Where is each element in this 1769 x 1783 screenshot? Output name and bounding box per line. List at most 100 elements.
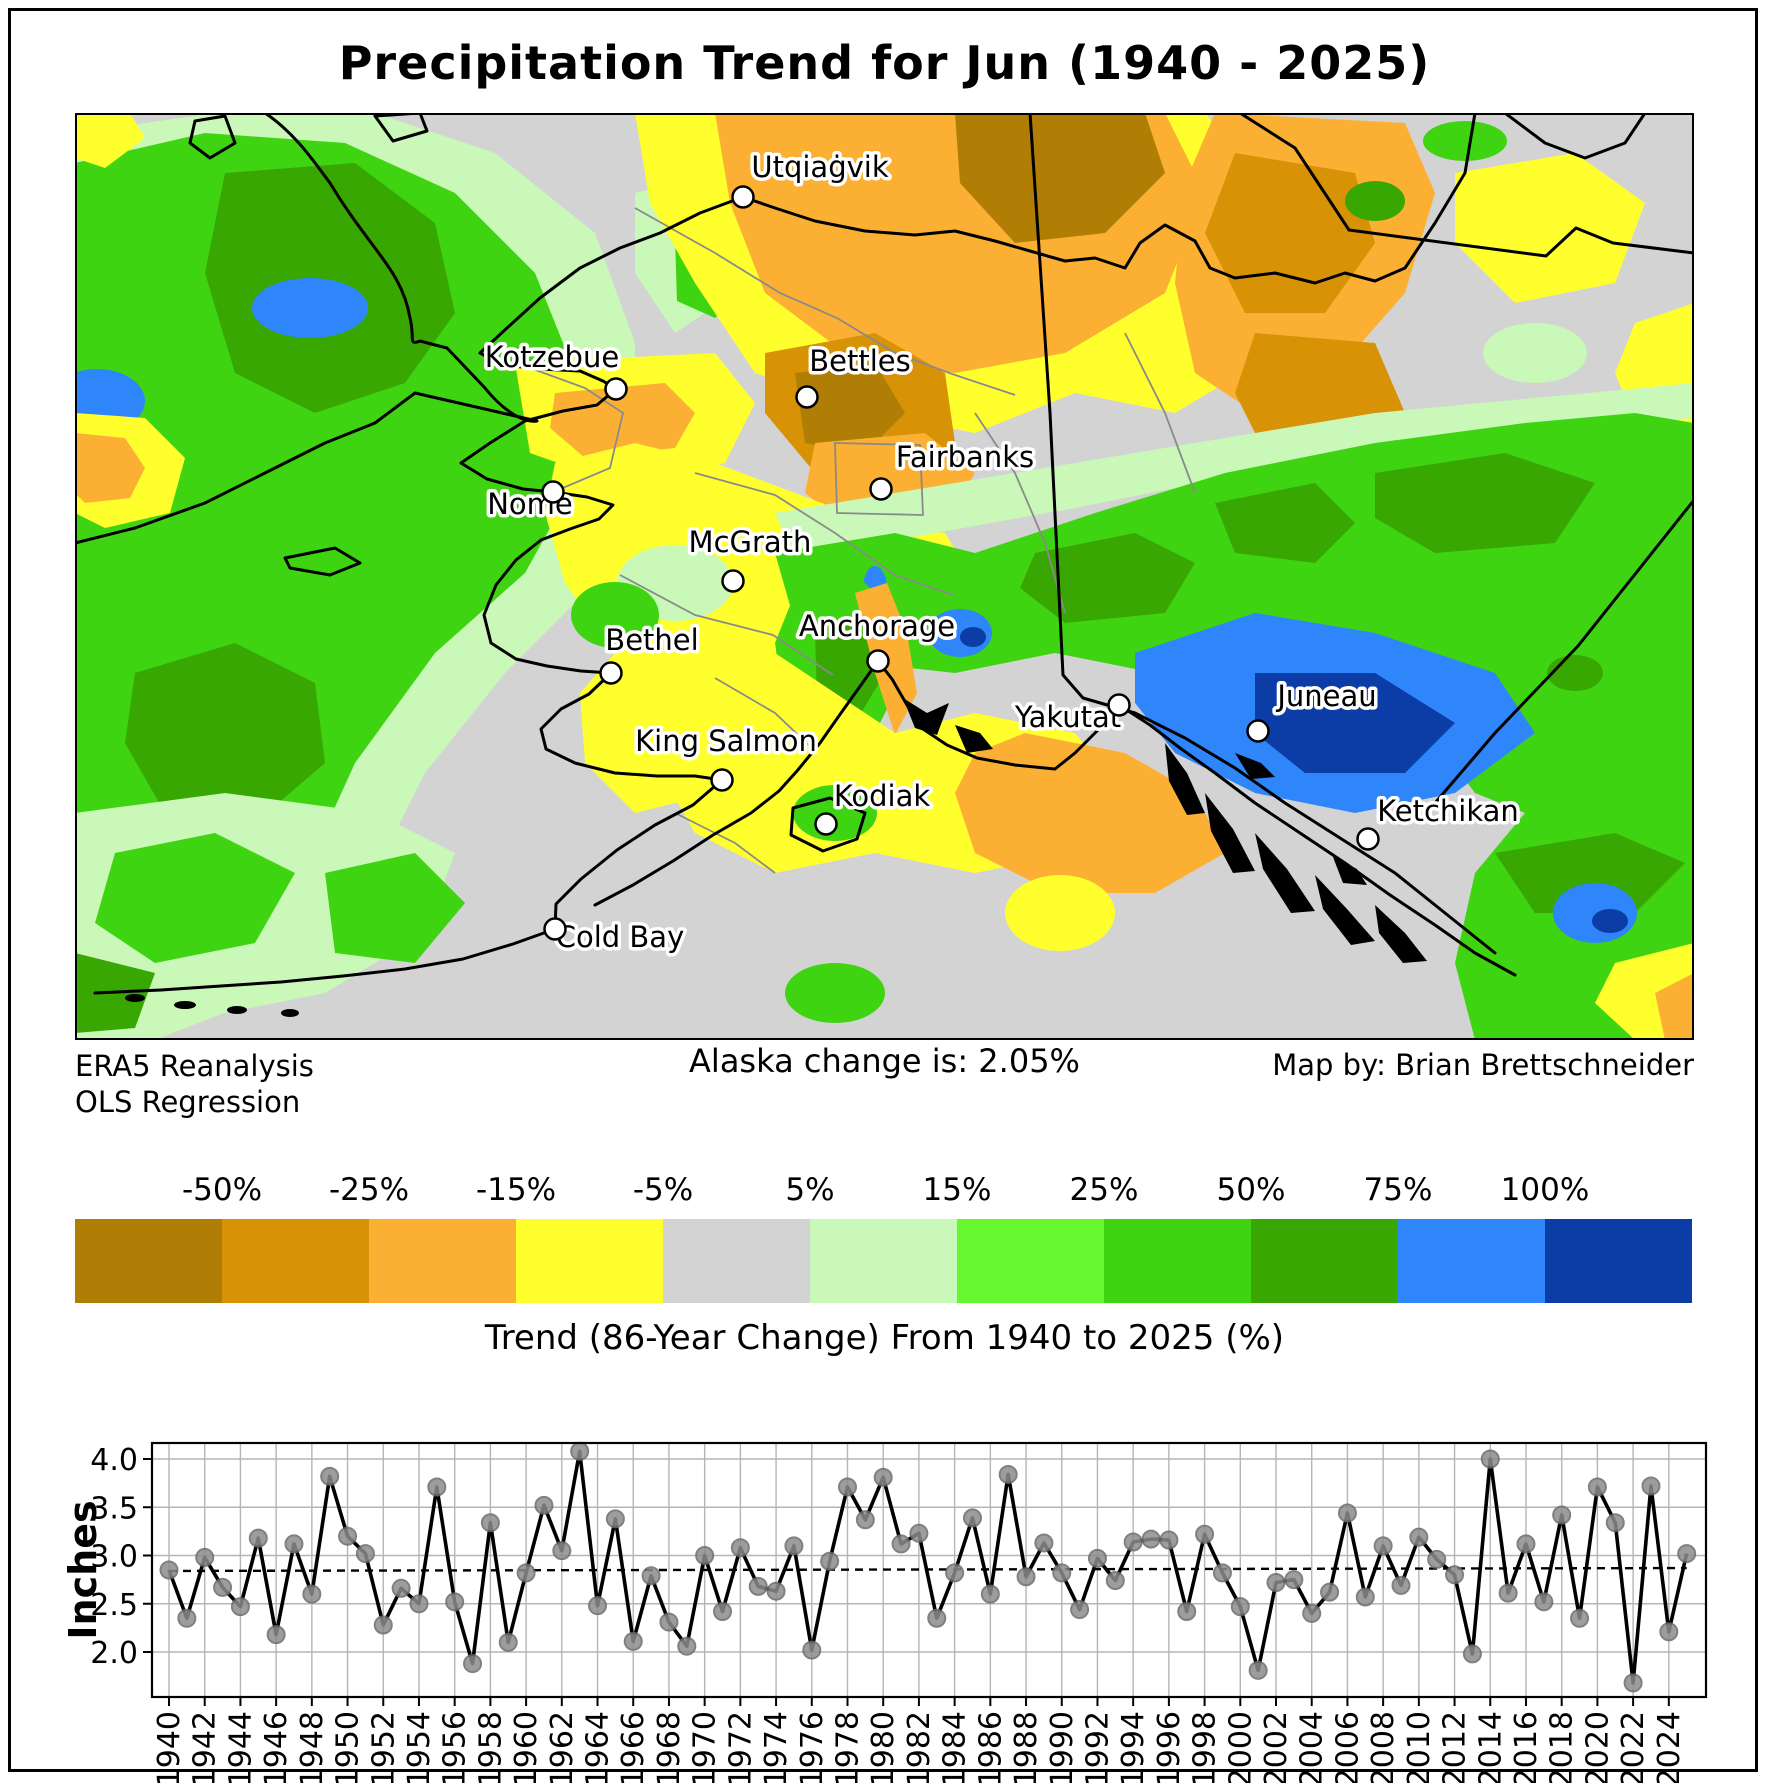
x-tick-label: 1942 (188, 1711, 223, 1783)
page-title: Precipitation Trend for Jun (1940 - 2025… (338, 36, 1431, 90)
city-marker (731, 185, 755, 209)
legend-color-block (1398, 1219, 1545, 1303)
x-tick-label: 1956 (438, 1711, 473, 1783)
data-point (498, 1632, 518, 1652)
data-point (1462, 1644, 1482, 1664)
legend-color-block (663, 1219, 810, 1303)
data-point (1337, 1503, 1357, 1523)
data-point (730, 1538, 750, 1558)
y-tick-label: 3.0 (90, 1540, 138, 1575)
y-tick-label: 3.5 (90, 1491, 138, 1526)
city-marker (541, 480, 565, 504)
x-tick-label: 2008 (1366, 1711, 1401, 1783)
data-point (445, 1592, 465, 1612)
legend-tick-label: 75% (1363, 1172, 1433, 1208)
city-label: Cold Bay (556, 920, 685, 954)
data-point (1355, 1587, 1375, 1607)
map-credit: Map by: Brian Brettschneider (1272, 1048, 1694, 1082)
city-marker (721, 569, 745, 593)
city-marker (869, 477, 893, 501)
legend-tick-label: -15% (475, 1172, 557, 1208)
data-source-line2: OLS Regression (75, 1085, 301, 1119)
city-marker (866, 649, 890, 673)
city-marker (543, 917, 567, 941)
data-point (1123, 1532, 1143, 1552)
legend-title: Trend (86-Year Change) From 1940 to 2025… (484, 1318, 1285, 1358)
x-tick-label: 1988 (1009, 1711, 1044, 1783)
legend-tick-label: -25% (328, 1172, 410, 1208)
data-point (1391, 1575, 1411, 1595)
map-city: McGrath (685, 522, 815, 593)
data-point (1266, 1573, 1286, 1593)
x-tick-label: 1950 (331, 1711, 366, 1783)
data-point (873, 1467, 893, 1487)
data-point (1052, 1563, 1072, 1583)
data-point (195, 1547, 215, 1567)
y-tick-labels: 2.0 2.5 3.0 3.5 4.0 (90, 1443, 138, 1671)
map-city: Cold Bay (543, 917, 688, 958)
x-tick-label: 2010 (1402, 1711, 1437, 1783)
data-point (1552, 1505, 1572, 1525)
x-tick-label: 1972 (723, 1711, 758, 1783)
data-point (338, 1526, 358, 1546)
x-tick-label: 2004 (1295, 1711, 1330, 1783)
data-point (623, 1631, 643, 1651)
map-borough-lines (529, 207, 1196, 874)
city-marker (599, 661, 623, 685)
data-point (784, 1536, 804, 1556)
data-point (266, 1625, 286, 1645)
x-tick-label: 2002 (1259, 1711, 1294, 1783)
data-point (1498, 1583, 1518, 1603)
data-point (391, 1578, 411, 1598)
data-point (355, 1544, 375, 1564)
data-point (1087, 1548, 1107, 1568)
data-point (1445, 1565, 1465, 1585)
legend-color-block (1104, 1219, 1251, 1303)
x-tick-label: 1996 (1152, 1711, 1187, 1783)
x-tick-label: 2012 (1438, 1711, 1473, 1783)
map-coastlines (75, 113, 1694, 995)
data-point (962, 1508, 982, 1528)
data-point (695, 1546, 715, 1565)
data-point (1141, 1529, 1161, 1549)
x-tick-label: 2020 (1580, 1711, 1615, 1783)
data-point (302, 1584, 322, 1604)
legend-color-block (1251, 1219, 1398, 1303)
data-point (516, 1563, 536, 1583)
data-point (480, 1513, 500, 1533)
data-point (713, 1601, 733, 1621)
city-layer: Utqiaġvik Kotzebue Bettles Fairbanks Nome McG… (481, 147, 1522, 958)
y-tick-label: 2.5 (90, 1588, 138, 1623)
x-tick-label: 2014 (1473, 1711, 1508, 1783)
data-point (605, 1509, 625, 1529)
y-tick-label: 4.0 (90, 1443, 138, 1478)
x-tick-label: 1964 (581, 1711, 616, 1783)
city-label: Yakutat (1014, 700, 1121, 734)
data-point (1677, 1544, 1697, 1564)
data-point (1605, 1513, 1625, 1533)
map-city: King Salmon (632, 721, 820, 792)
data-point (980, 1584, 1000, 1604)
city-label: Ketchikan (1377, 794, 1519, 828)
data-point (1248, 1660, 1268, 1680)
x-tick-label: 1966 (616, 1711, 651, 1783)
city-label: Bettles (809, 344, 911, 378)
legend-color-block (516, 1219, 663, 1303)
city-marker (604, 377, 628, 401)
data-point (641, 1566, 661, 1586)
map-city: Juneau (1246, 676, 1380, 743)
data-point (213, 1577, 233, 1597)
map-city: Bettles (795, 341, 914, 409)
city-marker (814, 812, 838, 836)
x-tick-label: 1944 (223, 1711, 258, 1783)
city-marker (1107, 693, 1131, 717)
data-point (998, 1464, 1018, 1484)
x-tick-label: 2016 (1509, 1711, 1544, 1783)
data-point (1516, 1534, 1536, 1554)
data-point (1409, 1527, 1429, 1547)
map-color-regions (75, 113, 1694, 1040)
data-point (1016, 1567, 1036, 1587)
data-point (1320, 1582, 1340, 1602)
data-point (373, 1615, 393, 1635)
